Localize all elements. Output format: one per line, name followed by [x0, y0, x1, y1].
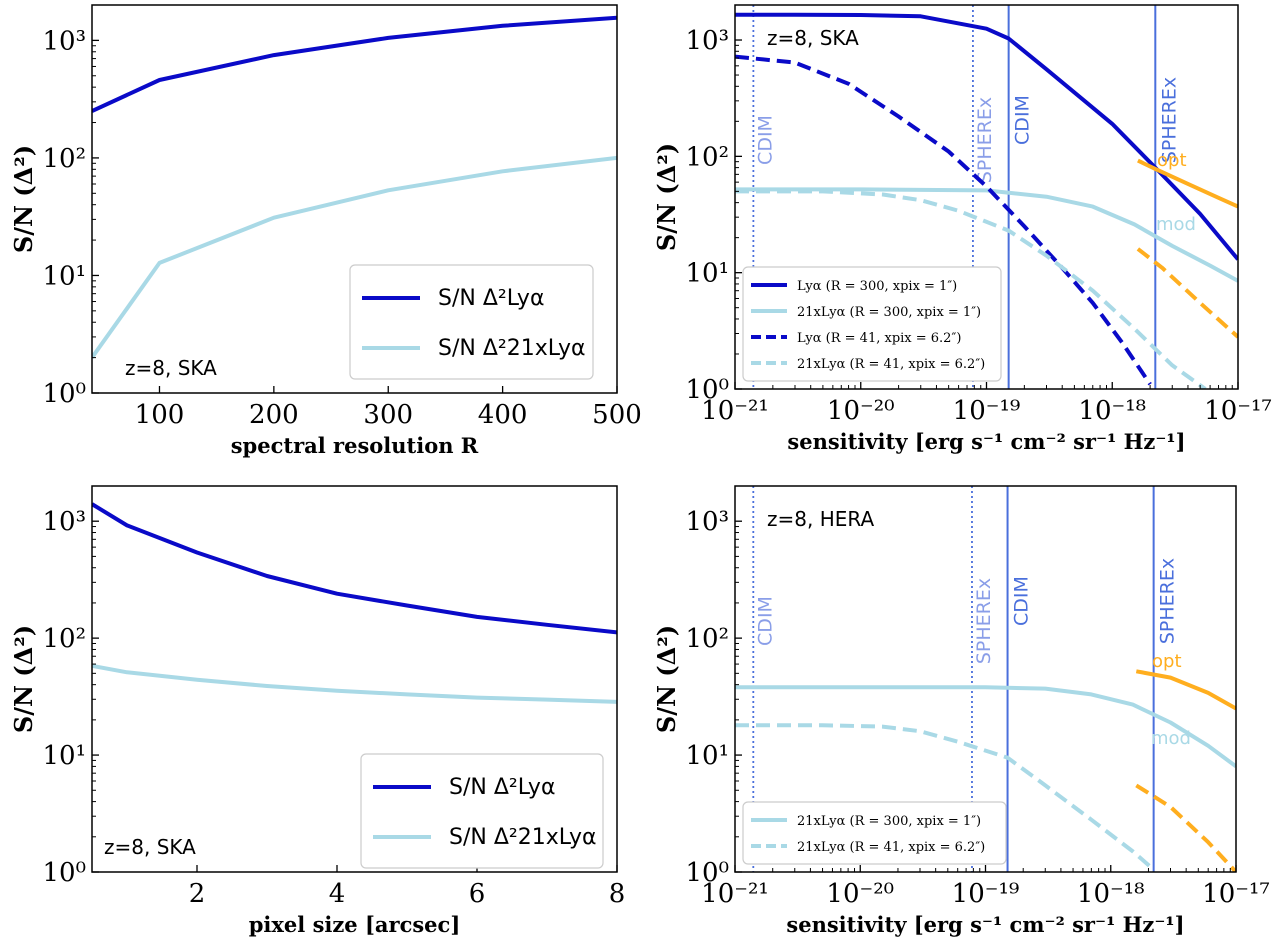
legend-entry: Lyα (R = 41, xpix = 6.2″) — [797, 331, 961, 346]
x-tick-label: 10⁻¹⁷ — [1202, 879, 1270, 909]
curve-label-mod: mod — [1151, 728, 1191, 749]
series-line — [92, 502, 617, 635]
legend-entry: 21xLyα (R = 300, xpix = 1″) — [797, 305, 981, 320]
y-tick-label: 10⁰ — [685, 375, 729, 405]
plot-frame — [91, 4, 618, 394]
series-line — [1137, 158, 1238, 209]
x-tick-label: 10⁻¹⁹ — [953, 396, 1021, 426]
panel-annotation: z=8, SKA — [767, 26, 859, 50]
legend-box — [742, 266, 1002, 382]
x-tick-label: 10⁻²⁰ — [826, 879, 894, 909]
x-tick-label: 10⁻²⁰ — [827, 396, 895, 426]
x-tick-label: 300 — [363, 400, 413, 430]
x-tick-label: 10⁻¹⁸ — [1078, 396, 1146, 426]
x-tick-label: 400 — [478, 400, 528, 430]
y-tick-label: 10¹ — [42, 741, 86, 771]
instrument-label: CDIM — [754, 115, 776, 165]
instrument-label: CDIM — [1011, 576, 1033, 626]
chart-panel-p4: CDIM SPHEREx CDIM SPHEREx 10⁰ 10¹ 10² 10³ 10⁻²¹ 1… — [652, 485, 1270, 937]
x-tick-label: 10⁻²¹ — [701, 396, 769, 426]
instrument-label: SPHEREx — [1157, 558, 1179, 644]
legend-box — [349, 264, 594, 380]
chart-panel-p1: 10⁰ 10¹ 10² 10³ 100 200 300 400 500 spectral reso… — [9, 4, 642, 458]
legend-box — [360, 753, 604, 869]
panel-annotation: z=8, SKA — [125, 356, 217, 380]
legend-entry: Lyα (R = 300, xpix = 1″) — [797, 279, 957, 294]
series-line — [735, 12, 1238, 261]
series-line — [92, 155, 617, 359]
legend-entry: 21xLyα (R = 41, xpix = 6.2″) — [797, 357, 985, 372]
panel-annotation: z=8, SKA — [104, 835, 196, 859]
series-line — [735, 685, 1236, 769]
y-tick-label: 10³ — [685, 507, 729, 537]
series-line — [735, 187, 1238, 283]
y-axis-label: S/N (Δ²) — [9, 625, 38, 733]
series-line — [1135, 669, 1236, 711]
chart-panel-p2: CDIM SPHEREx CDIM SPHEREx 10⁰ 10¹ 10² 10³ 10⁻²¹ 1… — [652, 4, 1272, 454]
y-tick-label: 10⁰ — [42, 379, 86, 409]
series-line — [735, 54, 1152, 386]
instrument-label: SPHEREx — [1158, 77, 1180, 163]
legend-entry: S/N Δ²21xLyα — [449, 825, 596, 850]
y-tick-label: 10¹ — [685, 259, 729, 289]
y-tick-label: 10³ — [685, 26, 729, 56]
x-tick-label: 10⁻¹⁹ — [952, 879, 1020, 909]
legend-entry: S/N Δ²Lyα — [449, 775, 555, 800]
curve-label-opt: opt — [1157, 150, 1187, 171]
curve-label-opt: opt — [1152, 651, 1182, 672]
x-tick-label: 500 — [592, 400, 642, 430]
y-tick-label: 10¹ — [685, 741, 729, 771]
legend-entry: 21xLyα (R = 41, xpix = 6.2″) — [797, 840, 985, 855]
x-tick-label: 10⁻¹⁸ — [1077, 879, 1145, 909]
instrument-label: CDIM — [1012, 95, 1034, 145]
series-line — [1136, 247, 1238, 339]
x-tick-label: 100 — [135, 400, 185, 430]
series-line — [735, 723, 1155, 872]
legend-entry: 21xLyα (R = 300, xpix = 1″) — [797, 814, 981, 829]
y-tick-label: 10² — [42, 144, 86, 174]
y-axis-label: S/N (Δ²) — [652, 625, 681, 733]
panel-annotation: z=8, HERA — [767, 507, 874, 531]
x-axis-label: sensitivity [erg s⁻¹ cm⁻² sr⁻¹ Hz⁻¹] — [787, 429, 1185, 454]
legend-entry: S/N Δ²21xLyα — [438, 336, 585, 361]
plot-frame — [91, 485, 618, 873]
x-tick-label: 10⁻¹⁷ — [1204, 396, 1272, 426]
y-tick-label: 10⁰ — [685, 858, 729, 888]
y-axis-label: S/N (Δ²) — [9, 145, 38, 253]
legend-box — [742, 801, 1007, 865]
x-tick-label: 8 — [609, 879, 626, 909]
x-axis-label: pixel size [arcsec] — [249, 912, 461, 937]
x-axis-label: sensitivity [erg s⁻¹ cm⁻² sr⁻¹ Hz⁻¹] — [786, 912, 1184, 937]
instrument-label: SPHEREx — [974, 97, 996, 183]
y-tick-label: 10¹ — [42, 261, 86, 291]
series-line — [92, 663, 617, 704]
y-tick-label: 10² — [685, 142, 729, 172]
x-tick-label: 4 — [329, 879, 346, 909]
instrument-label: SPHEREx — [973, 578, 995, 664]
y-tick-label: 10² — [685, 624, 729, 654]
x-tick-label: 200 — [249, 400, 299, 430]
y-tick-label: 10² — [42, 624, 86, 654]
legend-entry: S/N Δ²Lyα — [438, 286, 544, 311]
y-tick-label: 10³ — [42, 507, 86, 537]
instrument-label: CDIM — [754, 596, 776, 646]
series-line — [92, 15, 617, 113]
y-axis-label: S/N (Δ²) — [652, 143, 681, 251]
x-tick-label: 10⁻²¹ — [701, 879, 769, 909]
y-tick-label: 10³ — [42, 26, 86, 56]
x-tick-label: 2 — [189, 879, 206, 909]
series-line — [1135, 783, 1236, 872]
x-tick-label: 6 — [469, 879, 486, 909]
series-line — [735, 189, 1207, 389]
x-axis-label: spectral resolution R — [231, 433, 479, 458]
curve-label-mod: mod — [1156, 214, 1196, 235]
chart-panel-p3: 10⁰ 10¹ 10² 10³ 2 4 6 8 pixel size [arcsec] S/N (… — [9, 485, 626, 937]
y-tick-label: 10⁰ — [42, 858, 86, 888]
